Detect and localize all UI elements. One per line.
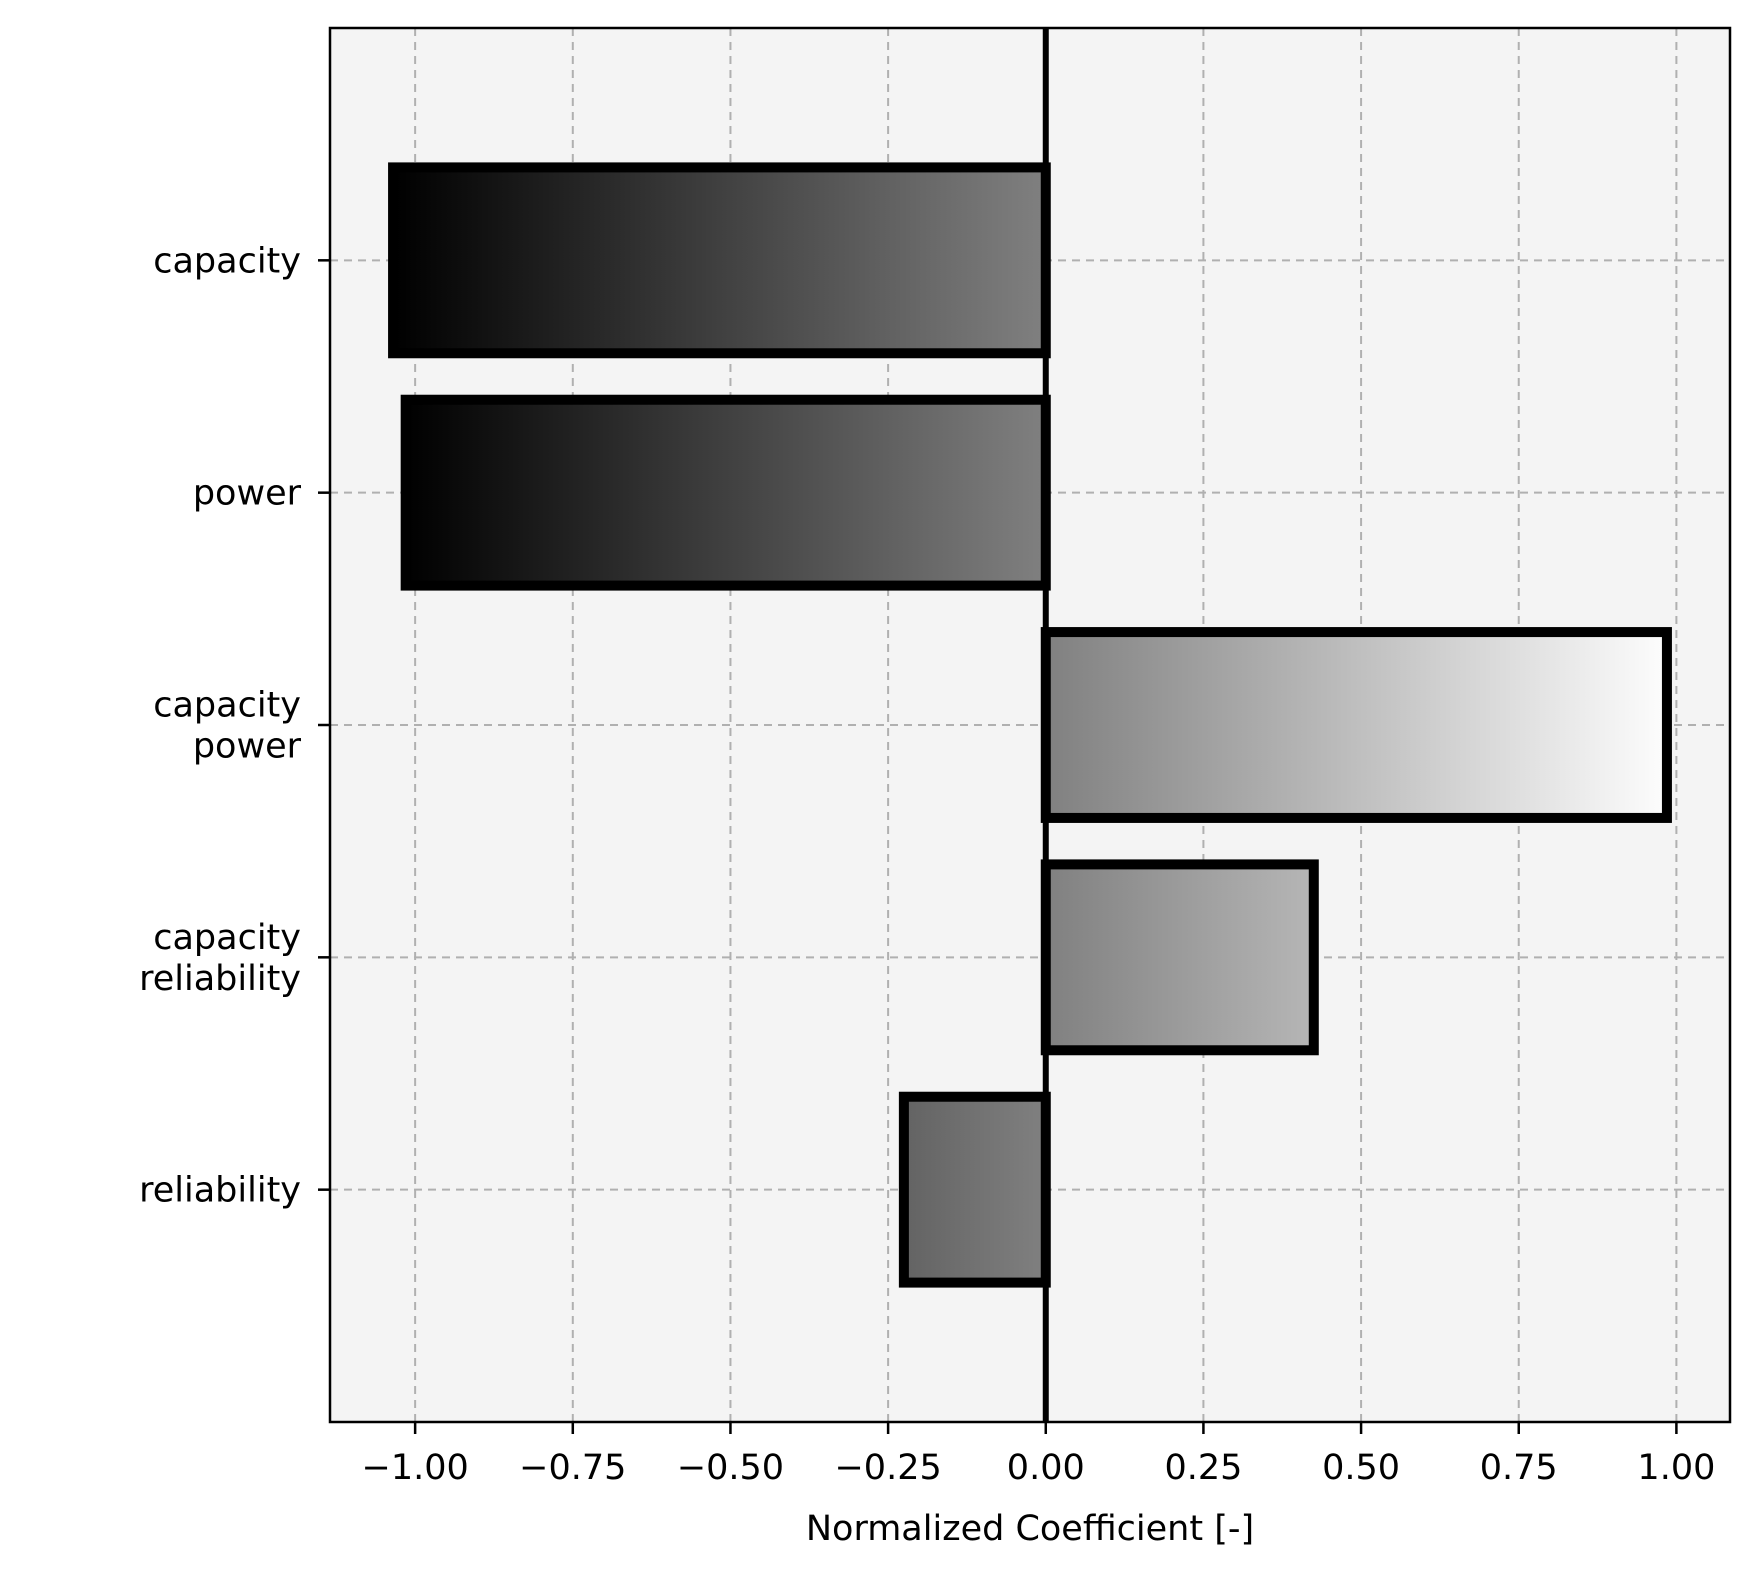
x-tick-label: −0.25 xyxy=(834,1448,941,1488)
y-category-label: capacity xyxy=(153,241,301,281)
x-tick-label: 0.75 xyxy=(1480,1448,1558,1488)
y-category-label: reliability xyxy=(139,1171,301,1211)
x-tick-label: −0.50 xyxy=(677,1448,784,1488)
bar-capacity-power xyxy=(1040,627,1672,823)
bar-capacity-reliability xyxy=(1040,859,1319,1056)
y-category-label: capacity xyxy=(153,686,301,726)
x-tick-label: 0.00 xyxy=(1007,1448,1085,1488)
x-tick-label: −0.75 xyxy=(519,1448,626,1488)
y-category-label: power xyxy=(193,727,302,767)
x-axis-ticks: −1.00 −0.75 −0.50 −0.25 0.00 0.25 0.50 0.75 1.00 xyxy=(362,1422,1715,1488)
y-category-label: reliability xyxy=(139,959,301,999)
x-tick-label: 1.00 xyxy=(1637,1448,1715,1488)
x-tick-label: −1.00 xyxy=(362,1448,469,1488)
x-tick-label: 0.50 xyxy=(1322,1448,1400,1488)
x-tick-label: 0.25 xyxy=(1164,1448,1242,1488)
bar-power xyxy=(400,394,1051,591)
bar-capacity xyxy=(388,162,1051,359)
y-category-label: power xyxy=(193,474,302,514)
bar-reliability xyxy=(898,1091,1051,1288)
y-axis-ticks: capacitypowercapacitypowercapacityreliab… xyxy=(139,241,330,1211)
x-axis-title: Normalized Coefficient [-] xyxy=(806,1509,1254,1549)
bars xyxy=(388,162,1672,1288)
y-category-label: capacity xyxy=(153,918,301,958)
